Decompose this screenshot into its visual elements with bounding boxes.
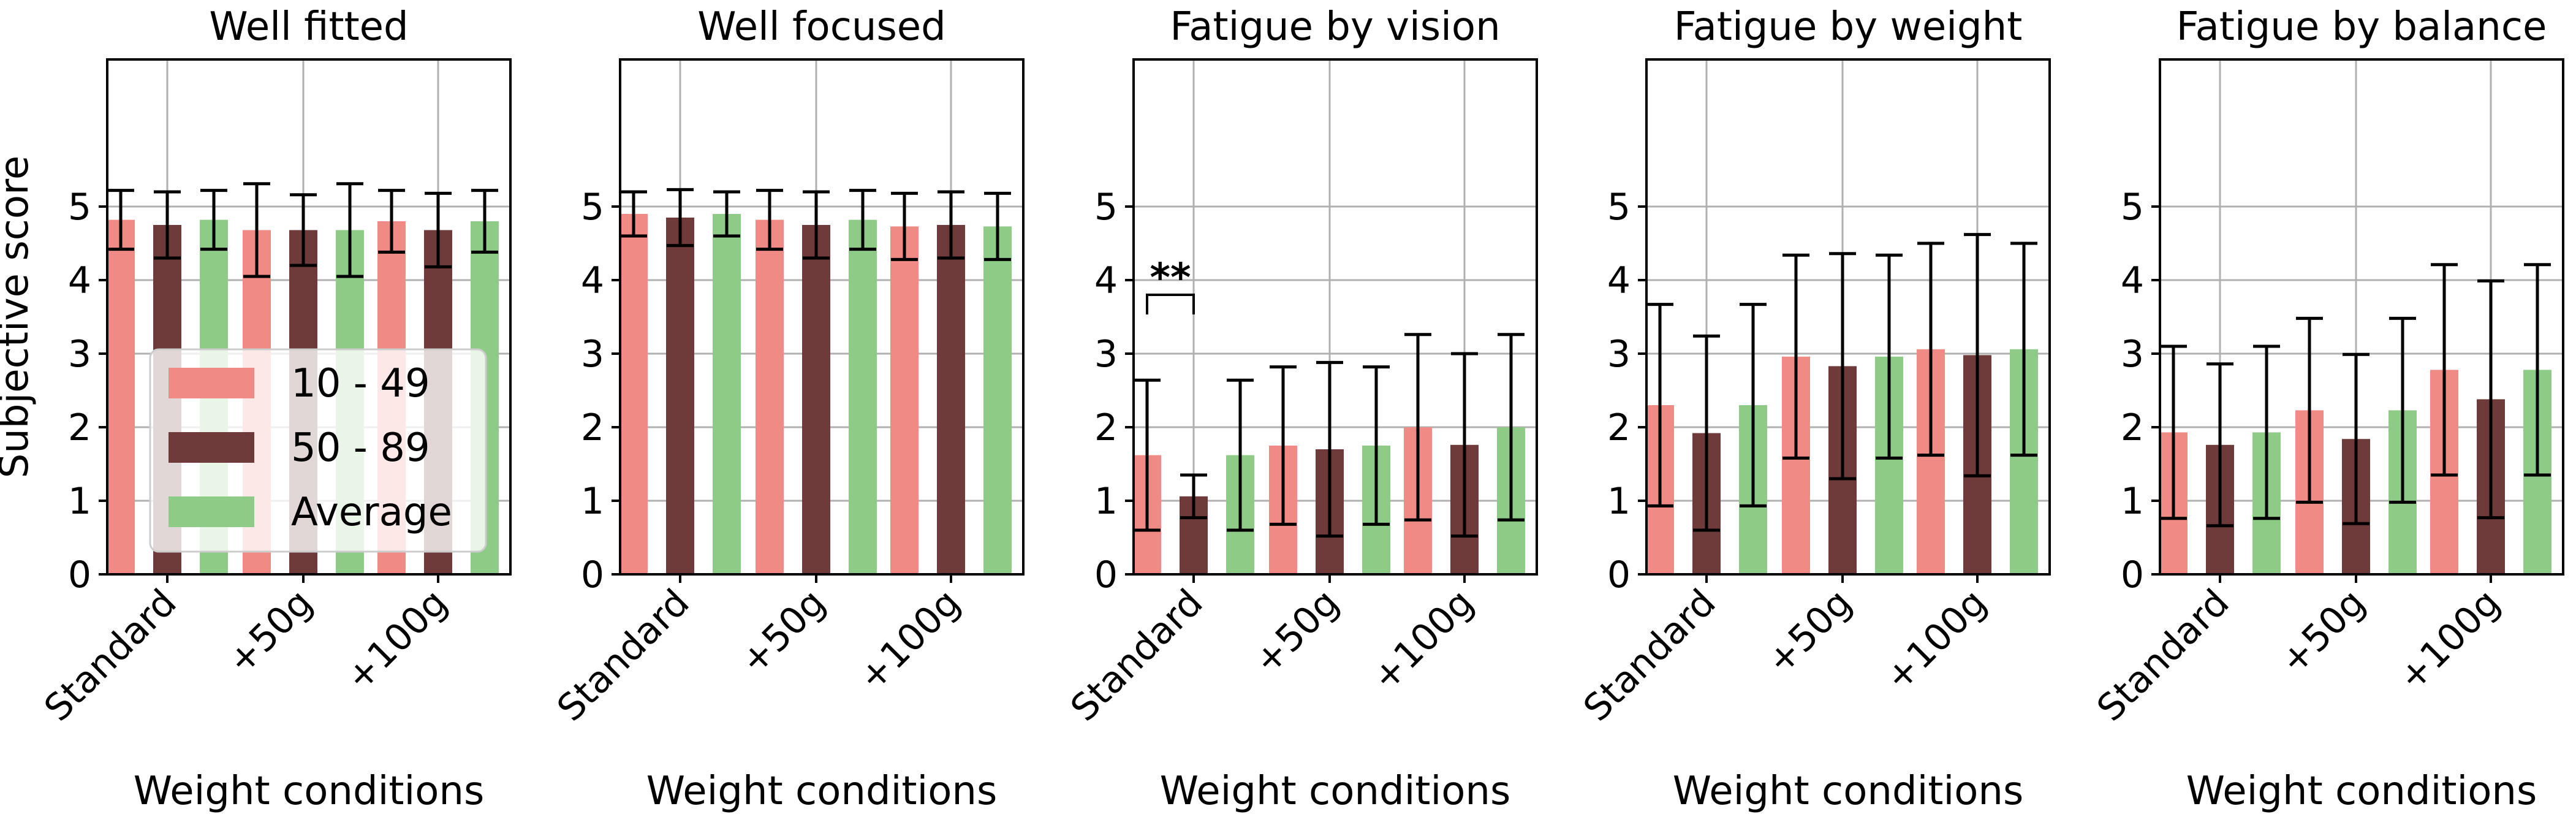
- chart-panel-2: 0 1 2 3 4 5 Standard +50g +100g Well focused Weigh…: [549, 4, 1025, 814]
- y-tick-label: 2: [2121, 406, 2144, 449]
- y-tick-label: 1: [1094, 480, 1118, 523]
- panel-title: Well fitted: [209, 4, 408, 50]
- y-tick-label: 0: [1094, 553, 1118, 596]
- x-tick-label: Standard: [1063, 581, 1211, 730]
- bar: [890, 226, 919, 574]
- y-tick-label: 1: [2121, 480, 2144, 523]
- legend-label: Average: [291, 490, 452, 535]
- chart-panel-3: 0 1 2 3 4 5 Standard +50g +100g Fatigue by vision…: [1063, 4, 1538, 814]
- y-tick-label: 3: [1094, 333, 1118, 376]
- legend-label: 10 - 49: [291, 361, 430, 406]
- y-tick-label: 3: [581, 333, 604, 376]
- plot-frame: [1132, 58, 1538, 576]
- y-tick-label: 0: [68, 553, 91, 596]
- y-tick-label: 2: [581, 406, 604, 449]
- x-axis-label: Weight conditions: [1160, 769, 1511, 814]
- y-tick-label: 5: [1094, 186, 1118, 229]
- legend: 10 - 49 50 - 89 Average: [149, 348, 487, 553]
- x-tick-label: Standard: [1575, 581, 1724, 730]
- x-tick-label: Standard: [36, 581, 185, 730]
- x-tick-label: +50g: [219, 581, 321, 683]
- plot-frame: [1645, 58, 2051, 576]
- y-tick-label: 5: [2121, 186, 2144, 229]
- y-tick-label: 2: [1607, 406, 1631, 449]
- y-tick-label: 0: [1607, 553, 1631, 596]
- y-tick-label: 0: [581, 553, 604, 596]
- y-tick-label: 0: [2121, 553, 2144, 596]
- y-tick-label: 3: [1607, 333, 1631, 376]
- bar: [802, 225, 830, 574]
- bar: [756, 219, 784, 575]
- y-tick-label: 4: [68, 259, 91, 302]
- bar: [666, 218, 694, 574]
- y-tick-label: 5: [581, 186, 604, 229]
- x-tick-label: +50g: [2272, 581, 2374, 683]
- y-tick-label: 5: [1607, 186, 1631, 229]
- y-tick-label: 1: [581, 480, 604, 523]
- bar: [619, 214, 648, 574]
- x-tick-label: +100g: [1364, 581, 1482, 699]
- legend-label: 50 - 89: [291, 425, 430, 471]
- x-axis-label: Weight conditions: [2186, 769, 2537, 814]
- chart-panel-5: 0 1 2 3 4 5 Standard +50g +100g Fatigue by balanc…: [2089, 4, 2564, 814]
- bar: [713, 214, 741, 574]
- panel-title: Well focused: [697, 4, 946, 50]
- y-tick-label: 4: [1094, 259, 1118, 302]
- y-tick-label: 3: [2121, 333, 2144, 376]
- plot-frame: [619, 58, 1025, 576]
- y-tick-label: 2: [1094, 406, 1118, 449]
- x-tick-label: +50g: [732, 581, 834, 683]
- y-tick-label: 1: [1607, 480, 1631, 523]
- y-tick-label: 3: [68, 333, 91, 376]
- x-axis-label: Weight conditions: [646, 769, 998, 814]
- x-tick-label: +100g: [2390, 581, 2509, 699]
- x-axis-label: Weight conditions: [134, 769, 485, 814]
- bar: [107, 219, 135, 575]
- bar: [983, 226, 1012, 574]
- x-axis-label: Weight conditions: [1673, 769, 2024, 814]
- legend-swatch: [169, 368, 254, 398]
- x-tick-label: +100g: [850, 581, 969, 699]
- plot-frame: [2159, 58, 2564, 576]
- y-axis-label: Subjective score: [0, 156, 37, 479]
- plot-frame: [106, 58, 512, 576]
- y-tick-label: 4: [581, 259, 604, 302]
- x-tick-label: Standard: [549, 581, 698, 730]
- significance-label: **: [1150, 256, 1191, 301]
- y-tick-label: 4: [2121, 259, 2144, 302]
- bar: [849, 219, 877, 575]
- x-tick-label: +50g: [1759, 581, 1860, 683]
- bar: [937, 225, 965, 574]
- y-tick-label: 1: [68, 480, 91, 523]
- panel-title: Fatigue by vision: [1170, 4, 1500, 50]
- y-tick-label: 2: [68, 406, 91, 449]
- x-tick-label: +50g: [1246, 581, 1347, 683]
- chart-panel-4: 0 1 2 3 4 5 Standard +50g +100g Fatigue by weight…: [1575, 4, 2051, 814]
- x-tick-label: +100g: [1877, 581, 1995, 699]
- y-tick-label: 5: [68, 186, 91, 229]
- x-tick-label: +100g: [338, 581, 456, 699]
- x-tick-label: Standard: [2089, 581, 2238, 730]
- legend-swatch: [169, 496, 254, 527]
- significance-bracket: [1146, 294, 1195, 314]
- legend-swatch: [169, 432, 254, 463]
- y-tick-label: 4: [1607, 259, 1631, 302]
- panel-title: Fatigue by weight: [1674, 4, 2023, 50]
- panel-title: Fatigue by balance: [2176, 4, 2547, 50]
